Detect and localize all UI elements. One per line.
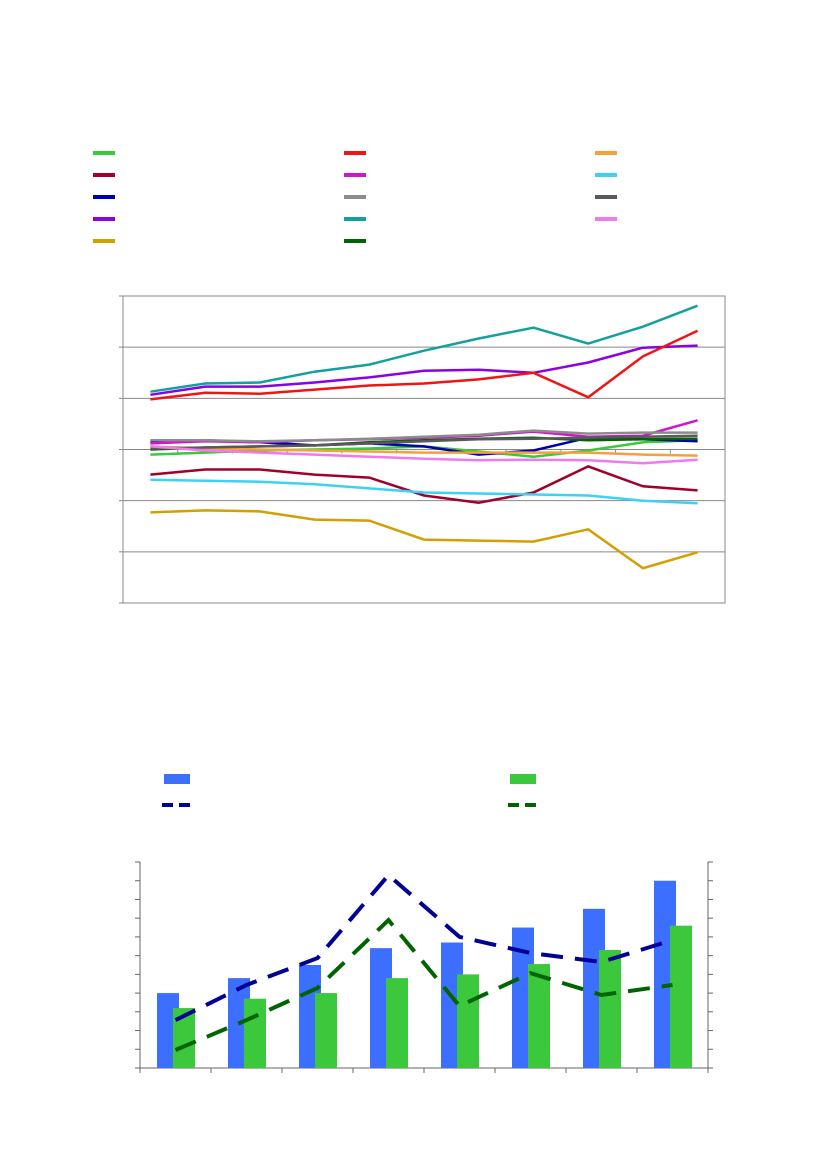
line-series bbox=[150, 304, 699, 393]
line-series bbox=[150, 329, 699, 401]
line-series bbox=[150, 465, 698, 504]
bar bbox=[173, 1008, 195, 1068]
line-series bbox=[150, 445, 698, 457]
bar bbox=[670, 925, 692, 1068]
line-series bbox=[174, 917, 673, 1052]
line-series bbox=[150, 478, 698, 505]
bar bbox=[386, 978, 408, 1068]
legend-swatch bbox=[510, 774, 536, 784]
bar bbox=[599, 950, 621, 1068]
bar bbox=[244, 998, 266, 1068]
line-series bbox=[174, 872, 674, 1022]
line-series bbox=[150, 434, 698, 450]
line-series bbox=[150, 429, 698, 443]
legend-swatch bbox=[164, 774, 190, 784]
bar bbox=[528, 964, 550, 1068]
line-series bbox=[150, 509, 698, 570]
bar bbox=[315, 993, 337, 1068]
line-series bbox=[150, 344, 698, 397]
bar bbox=[457, 974, 479, 1068]
line-series bbox=[150, 445, 698, 465]
